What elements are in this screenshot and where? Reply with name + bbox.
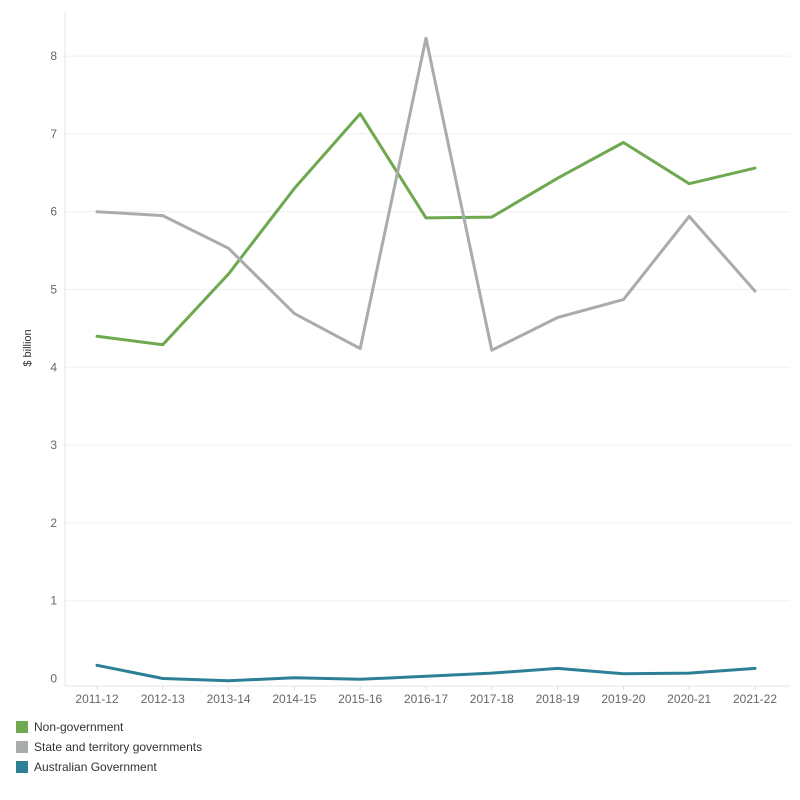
series-line-2: [95, 663, 757, 683]
x-tick-label: 2012-13: [141, 692, 185, 706]
x-tick-label: 2016-17: [404, 692, 448, 706]
legend-swatch: [16, 721, 28, 733]
x-tick-label: 2020-21: [667, 692, 711, 706]
legend-item: Australian Government: [16, 757, 202, 777]
y-tick-labels: 0 1 2 3 4 5 6 7 8: [50, 49, 57, 685]
legend-item: Non-government: [16, 717, 202, 737]
x-tick-label: 2018-19: [536, 692, 580, 706]
legend-item: State and territory governments: [16, 737, 202, 757]
x-tick-label: 2013-14: [207, 692, 251, 706]
series-line-0: [95, 112, 757, 347]
legend-label: Australian Government: [34, 760, 157, 774]
x-tick-label: 2015-16: [338, 692, 382, 706]
y-tick-label: 6: [50, 205, 57, 219]
series-line-1: [95, 36, 757, 352]
y-tick-label: 2: [50, 516, 57, 530]
legend: Non-government State and territory govern…: [16, 717, 202, 777]
gridlines: [65, 55, 790, 602]
y-axis-title: $ billion: [22, 329, 34, 366]
legend-swatch: [16, 761, 28, 773]
x-tick-label: 2021-22: [733, 692, 777, 706]
x-tick-labels: 2011-12 2012-13 2013-14 2014-15 2015-16 2016-…: [75, 686, 777, 706]
y-tick-label: 7: [50, 127, 57, 141]
y-tick-label: 3: [50, 438, 57, 452]
y-tick-label: 1: [50, 594, 57, 608]
legend-label: State and territory governments: [34, 740, 203, 754]
y-tick-label: 0: [50, 672, 57, 686]
x-tick-label: 2014-15: [272, 692, 316, 706]
legend-label: Non-government: [34, 720, 124, 734]
y-tick-label: 8: [50, 49, 57, 63]
legend-swatch: [16, 741, 28, 753]
x-tick-label: 2011-12: [75, 692, 118, 706]
axes: [64, 12, 790, 687]
y-tick-label: 5: [50, 283, 57, 297]
x-tick-label: 2017-18: [470, 692, 514, 706]
y-tick-label: 4: [50, 360, 57, 374]
x-tick-label: 2019-20: [601, 692, 645, 706]
series-lines: [95, 36, 757, 683]
